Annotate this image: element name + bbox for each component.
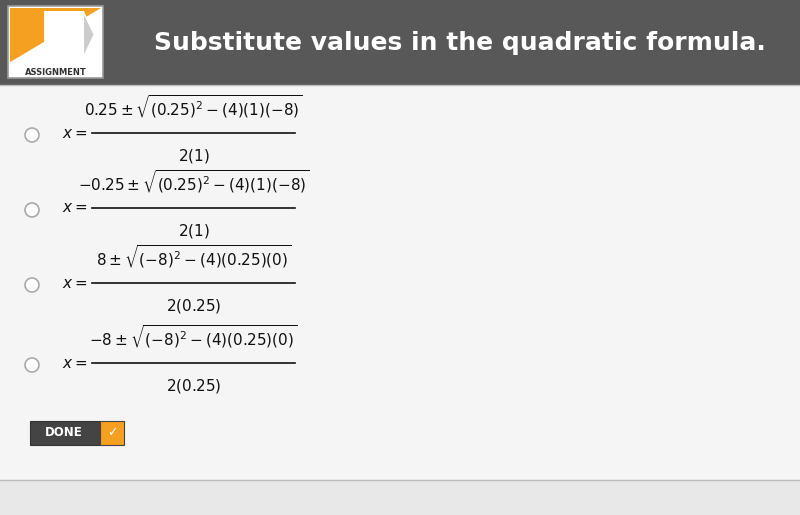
Bar xyxy=(8,6,103,78)
Text: $x =$: $x =$ xyxy=(62,355,88,370)
Text: Substitute values in the quadratic formula.: Substitute values in the quadratic formu… xyxy=(154,31,766,55)
Text: $0.25 \pm \sqrt{(0.25)^{2} - (4)(1)(-8)}$: $0.25 \pm \sqrt{(0.25)^{2} - (4)(1)(-8)}… xyxy=(84,94,303,121)
Text: ASSIGNMENT: ASSIGNMENT xyxy=(25,68,86,77)
Text: $2(0.25)$: $2(0.25)$ xyxy=(166,297,221,315)
Text: ✓: ✓ xyxy=(106,426,118,439)
Circle shape xyxy=(25,128,39,142)
Text: $8 \pm \sqrt{(-8)^{2} - (4)(0.25)(0)}$: $8 \pm \sqrt{(-8)^{2} - (4)(0.25)(0)}$ xyxy=(96,244,291,271)
Text: $2(1)$: $2(1)$ xyxy=(178,222,210,240)
Bar xyxy=(0,85,800,480)
Text: $2(1)$: $2(1)$ xyxy=(178,147,210,165)
Text: $x =$: $x =$ xyxy=(62,200,88,215)
Text: $-8 \pm \sqrt{(-8)^{2} - (4)(0.25)(0)}$: $-8 \pm \sqrt{(-8)^{2} - (4)(0.25)(0)}$ xyxy=(90,324,298,351)
Text: DONE: DONE xyxy=(45,426,82,439)
Circle shape xyxy=(25,358,39,372)
Bar xyxy=(0,480,800,515)
Circle shape xyxy=(25,203,39,217)
Bar xyxy=(100,421,124,445)
Polygon shape xyxy=(10,8,101,62)
Polygon shape xyxy=(84,15,94,54)
Polygon shape xyxy=(44,11,94,58)
Bar xyxy=(0,0,800,85)
Text: $-0.25 \pm \sqrt{(0.25)^{2} - (4)(1)(-8)}$: $-0.25 \pm \sqrt{(0.25)^{2} - (4)(1)(-8)… xyxy=(78,169,310,196)
Bar xyxy=(30,421,100,445)
Text: $2(0.25)$: $2(0.25)$ xyxy=(166,377,221,395)
Circle shape xyxy=(25,278,39,292)
Text: $x =$: $x =$ xyxy=(62,276,88,290)
Text: $x =$: $x =$ xyxy=(62,126,88,141)
